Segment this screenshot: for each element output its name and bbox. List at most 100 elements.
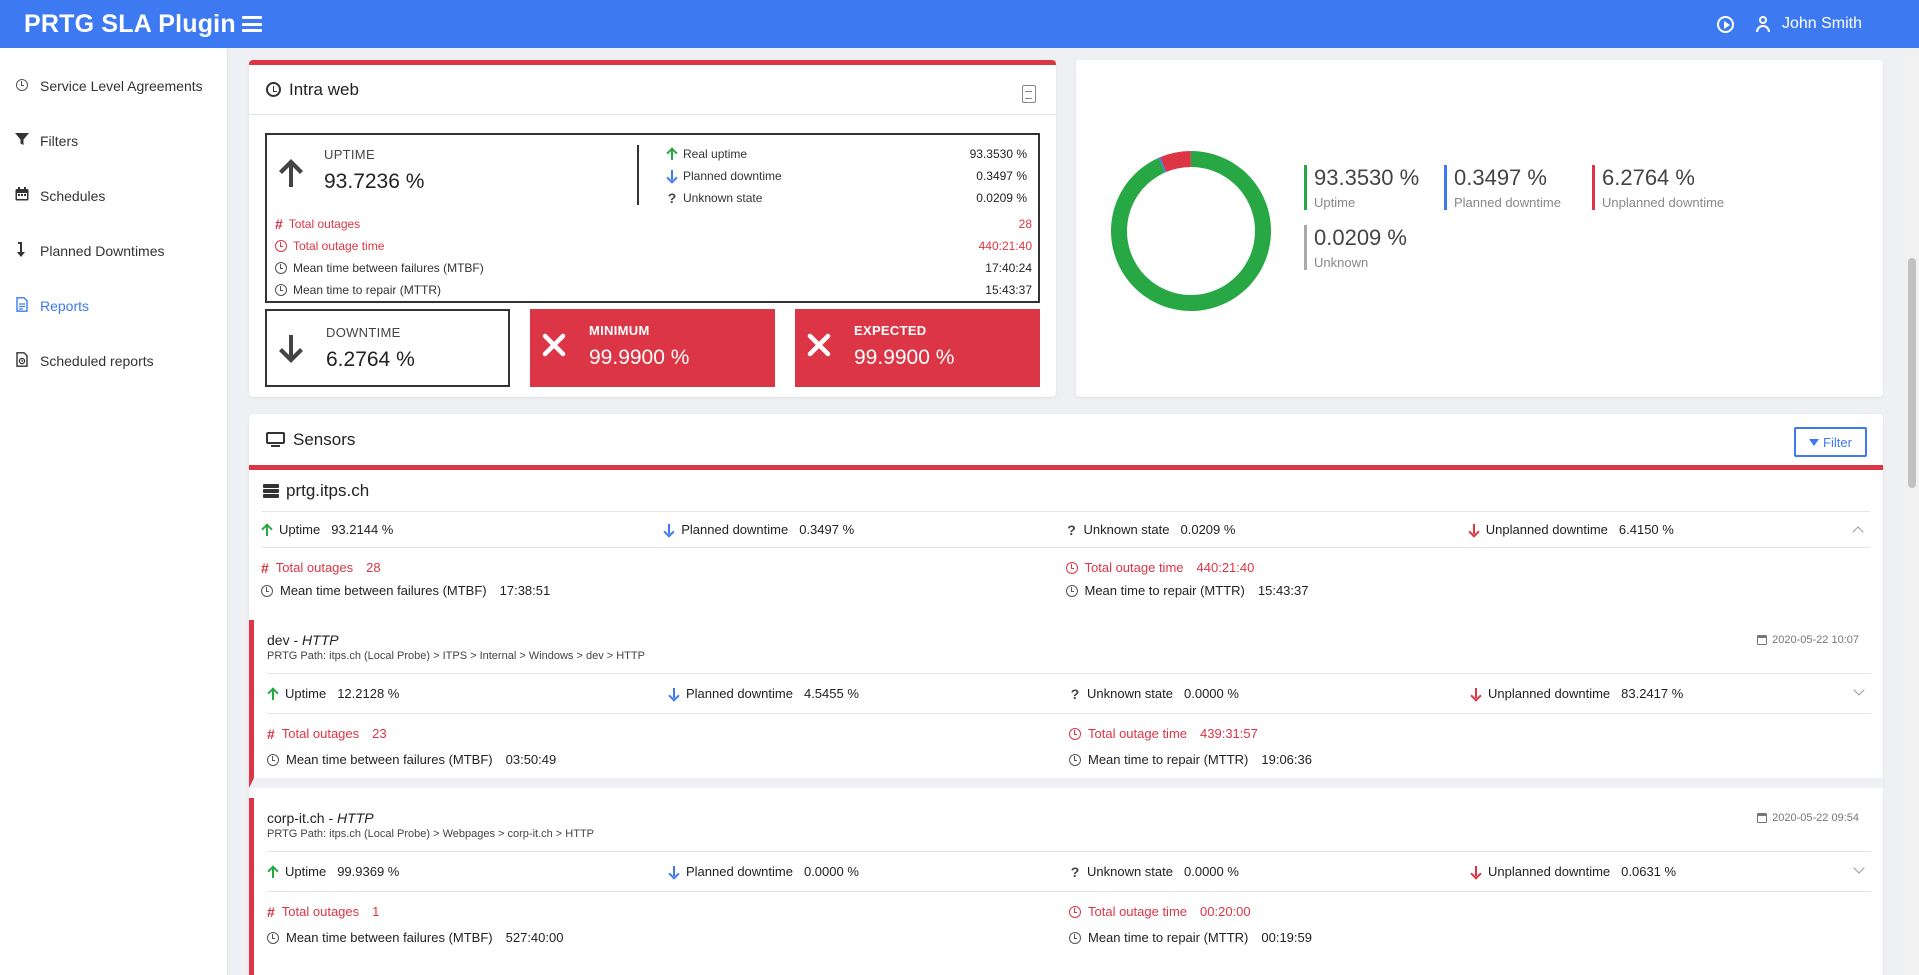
- sensors-title: Sensors: [293, 429, 356, 449]
- server-icon: [263, 483, 279, 498]
- filter-icon: [1809, 438, 1820, 446]
- donut-slice-uptime[interactable]: [1111, 151, 1271, 311]
- mttr-label: Mean time to repair (MTTR): [293, 283, 442, 297]
- mtbf-label: Mean time between failures (MTBF): [280, 583, 487, 598]
- unknown-label: Unknown state: [1083, 522, 1170, 537]
- donut-slice-unplanned[interactable]: [1160, 151, 1191, 172]
- path-value: itps.ch (Local Probe) > ITPS > Internal …: [329, 650, 645, 662]
- downtime-box: DOWNTIME 6.2764 %: [265, 309, 510, 387]
- sidebar-item-label: Filters: [40, 132, 79, 149]
- sla-title: Intra web: [289, 79, 359, 99]
- sensor-title[interactable]: dev - HTTP 2020-05-22 10:07: [267, 632, 1859, 648]
- calendar-icon: [1757, 635, 1768, 645]
- hash-icon: #: [261, 559, 269, 576]
- group-title[interactable]: prtg.itps.ch: [261, 470, 1870, 512]
- minimum-value: 99.9900 %: [589, 346, 690, 369]
- unplanned-value: 6.4150 %: [1618, 522, 1674, 537]
- hash-icon: #: [267, 725, 275, 742]
- sensor-date: 2020-05-22 10:07: [1772, 634, 1859, 646]
- page-scrollbar[interactable]: [1905, 48, 1919, 975]
- legend-unplanned-value: 6.2764 %: [1602, 165, 1695, 190]
- question-icon: ?: [1070, 863, 1080, 880]
- close-icon: [542, 333, 566, 357]
- legend-planned-label: Planned downtime: [1454, 195, 1561, 210]
- clock-icon: [1069, 905, 1081, 918]
- sensor-type: HTTP: [302, 632, 339, 648]
- unplanned-label: Unplanned downtime: [1485, 522, 1608, 537]
- total-outage-time-label: Total outage time: [293, 239, 385, 253]
- unplanned-value: 83.2417 %: [1621, 686, 1684, 701]
- arrow-down-icon: [279, 335, 303, 363]
- sidebar-item-reports[interactable]: Reports: [0, 278, 227, 333]
- user-icon: [1755, 16, 1770, 32]
- divider: [637, 145, 639, 205]
- mttr-label: Mean time to repair (MTTR): [1088, 930, 1249, 945]
- clock-icon: [275, 262, 287, 274]
- group-metrics: # Total outages 28 Mean time between failu…: [261, 548, 1870, 602]
- sensor-stats-row: Uptime 99.9369 % Planned downtime 0.0000 %…: [267, 852, 1871, 892]
- scrollbar-thumb[interactable]: [1908, 258, 1916, 488]
- total-outages-label: Total outages: [275, 560, 354, 575]
- question-icon: ?: [667, 190, 677, 206]
- sensor-name: dev: [267, 632, 290, 648]
- total-outage-time-label: Total outage time: [1088, 904, 1188, 919]
- mttr-value: 15:43:37: [1257, 583, 1309, 598]
- mtbf-value: 17:40:24: [985, 261, 1032, 275]
- planned-downtime-label: Planned downtime: [683, 169, 782, 183]
- sidebar-item-planned-downtimes[interactable]: Planned Downtimes: [0, 223, 227, 278]
- sla-card-header: Intra web: [249, 65, 1056, 115]
- total-outage-time-value: 440:21:40: [1196, 560, 1255, 575]
- unknown-state-label: Unknown state: [683, 191, 763, 205]
- legend-uptime-value: 93.3530 %: [1314, 165, 1420, 190]
- uptime-label: Uptime: [285, 864, 327, 879]
- arrow-down-icon: [664, 523, 674, 536]
- mttr-row: Mean time to repair (MTTR) 15:43:37: [275, 279, 1032, 301]
- expected-value: 99.9900 %: [854, 346, 955, 369]
- user-menu[interactable]: John Smith: [1755, 15, 1862, 33]
- planned-value: 4.5455 %: [803, 686, 859, 701]
- play-icon[interactable]: [1716, 15, 1734, 33]
- sensor-date: 2020-05-22 09:54: [1772, 812, 1859, 824]
- sensor-stats-row: Uptime 12.2128 % Planned downtime 4.5455 %…: [267, 674, 1871, 714]
- mtbf-label: Mean time between failures (MTBF): [293, 261, 484, 275]
- downtime-label: DOWNTIME: [326, 325, 401, 340]
- sidebar-item-schedules[interactable]: Schedules: [0, 168, 227, 223]
- menu-toggle-icon[interactable]: [242, 16, 262, 32]
- brand-title[interactable]: PRTG SLA Plugin: [24, 9, 236, 38]
- total-outage-time-row: Total outage time 440:21:40: [275, 235, 1032, 257]
- sidebar-item-service-level-agreements[interactable]: Service Level Agreements: [0, 58, 227, 113]
- uptime-label: UPTIME: [324, 147, 375, 162]
- donut-slice-planned[interactable]: [1158, 157, 1167, 173]
- group-name: prtg.itps.ch: [286, 480, 370, 500]
- clock-icon: [261, 584, 273, 597]
- uptime-value: 93.2144 %: [331, 522, 394, 537]
- expected-label: EXPECTED: [854, 323, 927, 338]
- hash-icon: #: [275, 216, 283, 232]
- unknown-label: Unknown state: [1087, 686, 1173, 701]
- sidebar-item-scheduled-reports[interactable]: Scheduled reports: [0, 333, 227, 388]
- total-outages-value: 28: [1018, 217, 1032, 231]
- clock-icon: [275, 240, 287, 252]
- minimum-label: MINIMUM: [589, 323, 650, 338]
- filter-button[interactable]: Filter: [1794, 427, 1867, 457]
- sidebar: Service Level Agreements Filters Schedul…: [0, 48, 228, 975]
- calendar-icon: [14, 187, 30, 204]
- sidebar-item-filters[interactable]: Filters: [0, 113, 227, 168]
- uptime-box: UPTIME 93.7236 % Real uptime 93.3530 % P…: [265, 133, 1040, 303]
- planned-value: 0.0000 %: [803, 864, 859, 879]
- legend-unplanned-downtime: 6.2764 % Unplanned downtime: [1592, 165, 1724, 210]
- report-document-icon[interactable]: [1022, 85, 1036, 103]
- unknown-value: 0.0000 %: [1184, 686, 1239, 701]
- question-icon: ?: [1070, 685, 1080, 702]
- downtime-value: 6.2764 %: [326, 348, 415, 371]
- unknown-label: Unknown state: [1087, 864, 1173, 879]
- sla-summary-card: Intra web UPTIME 93.7236 % Real uptime 9…: [249, 60, 1056, 397]
- mtbf-label: Mean time between failures (MTBF): [286, 752, 493, 767]
- mtbf-value: 03:50:49: [505, 752, 557, 767]
- clock-icon: [266, 82, 281, 97]
- arrow-up-icon: [262, 524, 272, 536]
- sidebar-item-label: Schedules: [40, 187, 106, 204]
- legend-uptime-label: Uptime: [1314, 195, 1356, 210]
- sensor-title[interactable]: corp-it.ch - HTTP 2020-05-22 09:54: [267, 810, 1859, 826]
- top-bar: PRTG SLA Plugin John Smith: [0, 0, 1919, 48]
